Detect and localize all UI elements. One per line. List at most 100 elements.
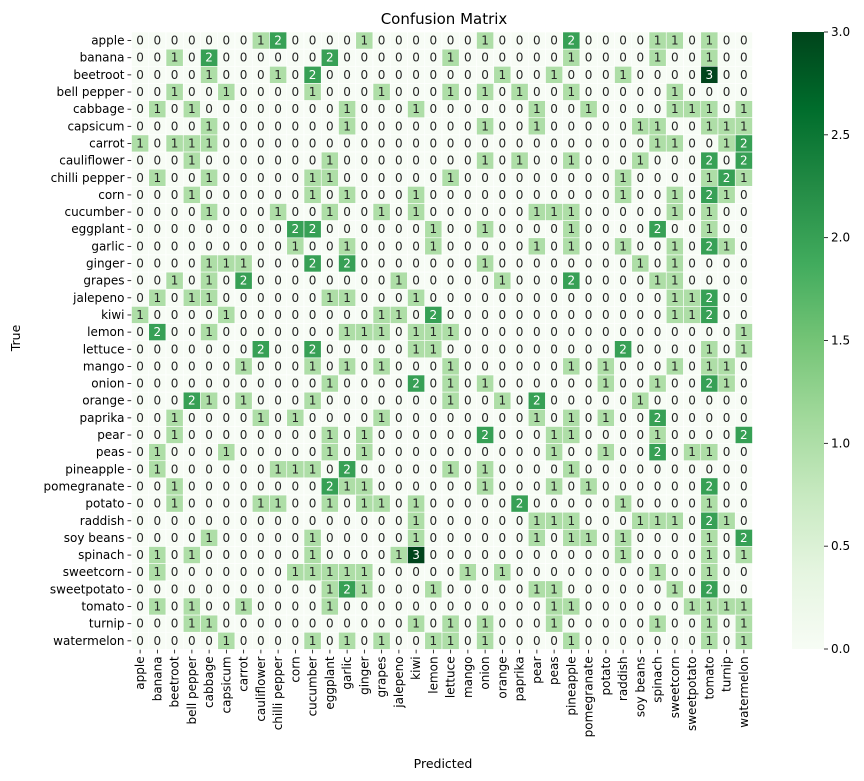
x-tick-label: capsicum bbox=[219, 656, 233, 713]
cell-value: 1 bbox=[723, 600, 731, 614]
cell-value: 1 bbox=[309, 359, 317, 373]
cell-value: 0 bbox=[533, 222, 541, 236]
cell-value: 0 bbox=[464, 634, 472, 648]
cell-value: 0 bbox=[378, 582, 386, 596]
cell-value: 0 bbox=[136, 497, 144, 511]
cell-value: 1 bbox=[671, 257, 679, 271]
cell-value: 0 bbox=[723, 325, 731, 339]
cell-value: 1 bbox=[188, 291, 196, 305]
cell-value: 0 bbox=[637, 445, 645, 459]
cell-value: 0 bbox=[637, 479, 645, 493]
cell-value: 1 bbox=[481, 617, 489, 631]
cell-value: 0 bbox=[171, 222, 179, 236]
cell-value: 0 bbox=[499, 325, 507, 339]
x-tick-label: banana bbox=[150, 656, 164, 701]
y-tick-label: kiwi bbox=[101, 308, 124, 322]
y-axis-ticks: apple banana beetroot bell pepper cabbage cap… bbox=[44, 34, 132, 648]
cell-value: 0 bbox=[205, 411, 213, 425]
cell-value: 0 bbox=[602, 68, 610, 82]
cell-value: 0 bbox=[499, 514, 507, 528]
cell-value: 0 bbox=[464, 479, 472, 493]
cell-value: 0 bbox=[464, 394, 472, 408]
cell-value: 0 bbox=[464, 291, 472, 305]
cell-value: 0 bbox=[292, 497, 300, 511]
cell-value: 0 bbox=[671, 548, 679, 562]
cell-value: 0 bbox=[740, 51, 748, 65]
cell-value: 0 bbox=[654, 102, 662, 116]
cell-value: 0 bbox=[499, 257, 507, 271]
cell-value: 0 bbox=[688, 171, 696, 185]
cell-value: 0 bbox=[361, 462, 369, 476]
cell-value: 0 bbox=[568, 188, 576, 202]
colorbar-tick-label: 0.0 bbox=[831, 642, 850, 656]
cell-value: 1 bbox=[568, 154, 576, 168]
cell-value: 0 bbox=[464, 257, 472, 271]
cell-value: 1 bbox=[602, 359, 610, 373]
cell-value: 0 bbox=[585, 222, 593, 236]
cell-value: 0 bbox=[171, 634, 179, 648]
cell-value: 2 bbox=[723, 171, 731, 185]
cell-value: 2 bbox=[706, 239, 714, 253]
cell-value: 0 bbox=[740, 582, 748, 596]
cell-value: 0 bbox=[154, 342, 162, 356]
cell-value: 0 bbox=[205, 634, 213, 648]
cell-value: 0 bbox=[654, 257, 662, 271]
cell-value: 0 bbox=[533, 274, 541, 288]
cell-value: 0 bbox=[585, 308, 593, 322]
cell-value: 1 bbox=[274, 462, 282, 476]
cell-value: 0 bbox=[171, 462, 179, 476]
cell-value: 0 bbox=[378, 617, 386, 631]
cell-value: 0 bbox=[619, 462, 627, 476]
cell-value: 0 bbox=[671, 68, 679, 82]
cell-value: 0 bbox=[292, 274, 300, 288]
cell-value: 0 bbox=[361, 136, 369, 150]
cell-value: 0 bbox=[395, 222, 403, 236]
cell-value: 1 bbox=[654, 428, 662, 442]
cell-value: 0 bbox=[516, 445, 524, 459]
cell-value: 0 bbox=[533, 565, 541, 579]
cell-value: 0 bbox=[292, 531, 300, 545]
cell-value: 0 bbox=[171, 394, 179, 408]
cell-value: 0 bbox=[395, 291, 403, 305]
cell-value: 1 bbox=[481, 85, 489, 99]
cell-value: 2 bbox=[706, 154, 714, 168]
colorbar bbox=[792, 32, 824, 649]
cell-value: 0 bbox=[637, 634, 645, 648]
cell-value: 0 bbox=[688, 34, 696, 48]
cell-value: 0 bbox=[688, 51, 696, 65]
cell-value: 0 bbox=[378, 257, 386, 271]
cell-value: 0 bbox=[136, 205, 144, 219]
cell-value: 0 bbox=[171, 600, 179, 614]
cell-value: 0 bbox=[533, 308, 541, 322]
cell-value: 0 bbox=[447, 600, 455, 614]
cell-value: 0 bbox=[447, 102, 455, 116]
cell-value: 0 bbox=[740, 68, 748, 82]
cell-value: 0 bbox=[326, 308, 334, 322]
cell-value: 0 bbox=[292, 188, 300, 202]
x-tick-label: watermelon bbox=[737, 656, 751, 727]
cell-value: 1 bbox=[533, 411, 541, 425]
cell-value: 0 bbox=[550, 274, 558, 288]
cell-value: 0 bbox=[637, 600, 645, 614]
cell-value: 0 bbox=[516, 257, 524, 271]
cell-value: 0 bbox=[464, 411, 472, 425]
y-axis-label: True bbox=[8, 324, 23, 352]
cell-value: 0 bbox=[378, 377, 386, 391]
cell-value: 0 bbox=[464, 325, 472, 339]
cell-value: 0 bbox=[723, 291, 731, 305]
cell-value: 1 bbox=[481, 257, 489, 271]
cell-value: 0 bbox=[533, 462, 541, 476]
y-tick-label: chilli pepper bbox=[51, 171, 125, 185]
cell-value: 0 bbox=[274, 514, 282, 528]
cell-value: 0 bbox=[654, 497, 662, 511]
cell-value: 0 bbox=[568, 68, 576, 82]
cell-value: 0 bbox=[430, 171, 438, 185]
cell-value: 0 bbox=[395, 600, 403, 614]
colorbar-tick-label: 3.0 bbox=[831, 25, 850, 39]
cell-value: 0 bbox=[447, 274, 455, 288]
cell-value: 0 bbox=[274, 274, 282, 288]
cell-value: 0 bbox=[223, 600, 231, 614]
cell-value: 0 bbox=[447, 68, 455, 82]
cell-value: 1 bbox=[602, 411, 610, 425]
cell-value: 1 bbox=[395, 548, 403, 562]
